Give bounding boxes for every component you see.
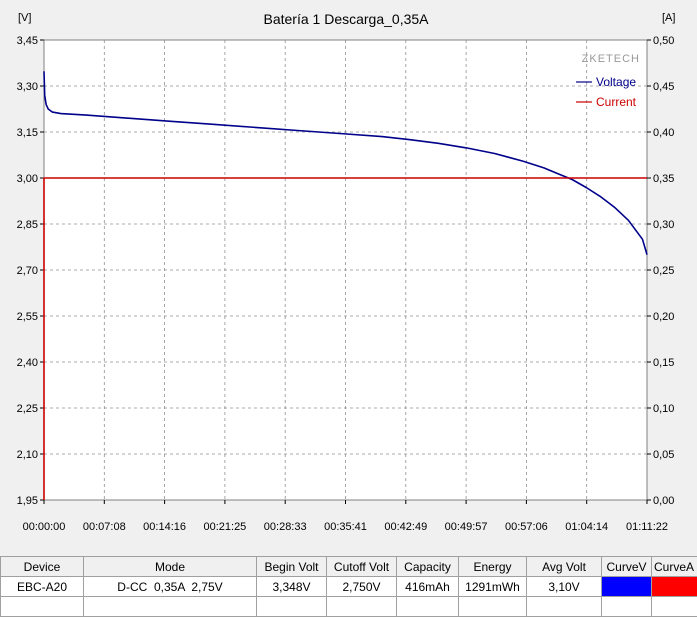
header-device: Device bbox=[1, 557, 84, 577]
y-left-tick-label: 2,25 bbox=[17, 403, 38, 415]
x-tick-label: 00:21:25 bbox=[203, 521, 246, 533]
header-cutoff-volt: Cutoff Volt bbox=[327, 557, 397, 577]
y-right-tick-label: 0,00 bbox=[653, 495, 674, 507]
x-tick-label: 00:28:33 bbox=[264, 521, 307, 533]
y-left-tick-label: 2,10 bbox=[17, 449, 38, 461]
y-left-tick-label: 2,40 bbox=[17, 357, 38, 369]
header-mode: Mode bbox=[84, 557, 257, 577]
chart-title: Batería 1 Descarga_0,35A bbox=[264, 11, 430, 27]
y-right-tick-label: 0,20 bbox=[653, 311, 674, 323]
y-left-tick-label: 3,30 bbox=[17, 81, 38, 93]
y-right-tick-label: 0,15 bbox=[653, 357, 674, 369]
x-tick-label: 01:11:22 bbox=[626, 521, 668, 533]
x-tick-label: 00:07:08 bbox=[83, 521, 126, 533]
cell-energy: 1291mWh bbox=[459, 577, 527, 597]
y-left-tick-label: 2,85 bbox=[17, 219, 38, 231]
table-header-row: Device Mode Begin Volt Cutoff Volt Capac… bbox=[1, 557, 697, 577]
cell-capacity: 416mAh bbox=[397, 577, 459, 597]
curve-v-color-swatch[interactable] bbox=[602, 577, 652, 597]
header-avg-volt: Avg Volt bbox=[527, 557, 602, 577]
header-begin-volt: Begin Volt bbox=[257, 557, 327, 577]
brand-watermark: ZKETECH bbox=[582, 53, 640, 65]
y-right-tick-label: 0,40 bbox=[653, 127, 674, 139]
cell-mode: D-CC 0,35A 2,75V bbox=[84, 577, 257, 597]
chart-area: Batería 1 Descarga_0,35A [V] [A] 1,95 2,1… bbox=[0, 0, 697, 556]
y-left-tick-label: 3,00 bbox=[17, 173, 38, 185]
y-right-tick-label: 0,45 bbox=[653, 81, 674, 93]
x-tick-label: 00:49:57 bbox=[445, 521, 488, 533]
y-right-tick-label: 0,05 bbox=[653, 449, 674, 461]
header-energy: Energy bbox=[459, 557, 527, 577]
y-right-tick-label: 0,35 bbox=[653, 173, 674, 185]
x-tick-label: 00:42:49 bbox=[384, 521, 427, 533]
legend-voltage: Voltage bbox=[596, 75, 636, 89]
x-tick-label: 00:57:06 bbox=[505, 521, 548, 533]
header-capacity: Capacity bbox=[397, 557, 459, 577]
y-left-unit: [V] bbox=[18, 12, 31, 24]
summary-table: Device Mode Begin Volt Cutoff Volt Capac… bbox=[0, 556, 697, 617]
y-right-tick-label: 0,25 bbox=[653, 265, 674, 277]
cell-device: EBC-A20 bbox=[1, 577, 84, 597]
curve-a-color-swatch[interactable] bbox=[652, 577, 697, 597]
cell-begin-volt: 3,348V bbox=[257, 577, 327, 597]
y-right-unit: [A] bbox=[662, 12, 675, 24]
x-tick-label: 01:04:14 bbox=[565, 521, 608, 533]
table-row[interactable]: EBC-A20 D-CC 0,35A 2,75V 3,348V 2,750V 4… bbox=[1, 577, 697, 597]
y-left-tick-label: 3,45 bbox=[17, 35, 38, 47]
y-left-tick-label: 2,55 bbox=[17, 311, 38, 323]
y-left-tick-label: 1,95 bbox=[17, 495, 38, 507]
cell-avg-volt: 3,10V bbox=[527, 577, 602, 597]
header-curve-v: CurveV bbox=[602, 557, 652, 577]
x-tick-label: 00:35:41 bbox=[324, 521, 367, 533]
y-left-tick-label: 2,70 bbox=[17, 265, 38, 277]
y-right-tick-label: 0,50 bbox=[653, 35, 674, 47]
y-right-tick-label: 0,10 bbox=[653, 403, 674, 415]
x-tick-label: 00:00:00 bbox=[23, 521, 66, 533]
cell-cutoff-volt: 2,750V bbox=[327, 577, 397, 597]
y-left-tick-label: 3,15 bbox=[17, 127, 38, 139]
y-right-tick-label: 0,30 bbox=[653, 219, 674, 231]
legend-current: Current bbox=[596, 95, 637, 109]
header-curve-a: CurveA bbox=[652, 557, 697, 577]
x-tick-label: 00:14:16 bbox=[143, 521, 186, 533]
